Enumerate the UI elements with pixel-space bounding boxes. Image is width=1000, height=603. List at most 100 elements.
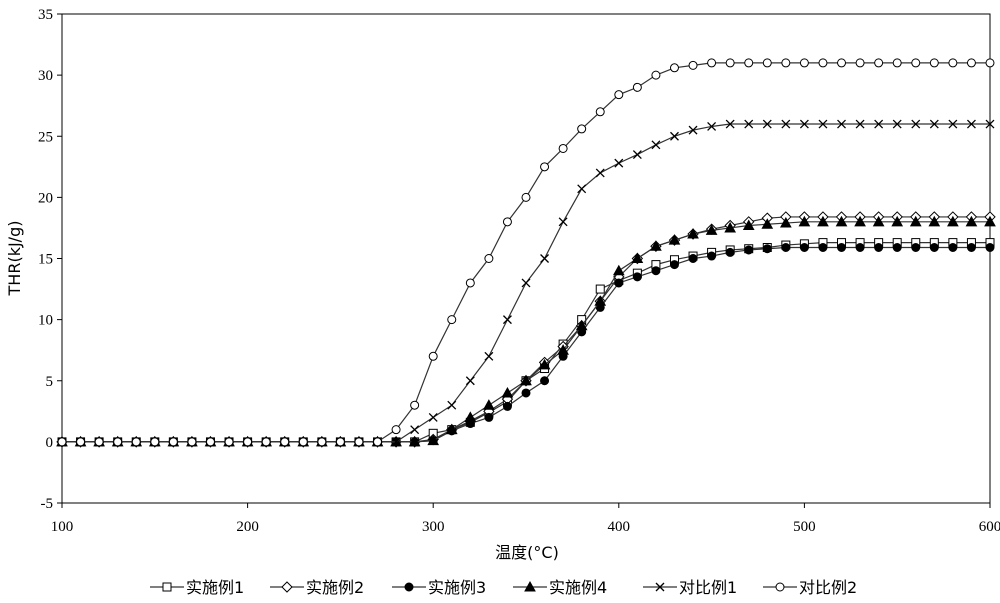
data-point (856, 243, 864, 251)
data-point (949, 243, 957, 251)
y-tick-label: 5 (46, 374, 54, 390)
data-point (614, 266, 624, 275)
y-tick-label: 20 (38, 190, 53, 206)
legend-item-1: 实施例1 (150, 578, 244, 597)
data-point (782, 59, 790, 67)
data-point (819, 59, 827, 67)
data-point (429, 413, 437, 421)
data-point (485, 413, 493, 421)
x-tick-label: 400 (608, 519, 631, 535)
y-tick-label: 25 (38, 129, 53, 145)
data-point (95, 438, 103, 446)
data-point (485, 352, 493, 360)
data-point (838, 59, 846, 67)
data-point (652, 141, 660, 149)
data-point (930, 243, 938, 251)
data-point (763, 59, 771, 67)
data-point (559, 144, 567, 152)
data-point (77, 438, 85, 446)
plot-frame (62, 14, 990, 503)
data-point (776, 583, 784, 591)
data-point (541, 163, 549, 171)
series-3 (58, 243, 994, 445)
data-point (466, 279, 474, 287)
series-line (62, 243, 990, 442)
x-tick-label: 100 (51, 519, 74, 535)
chart-axes: -505101520253035100200300400500600 (38, 7, 1000, 535)
data-point (392, 426, 400, 434)
legend-item-5: 对比例1 (643, 578, 737, 597)
data-point (411, 401, 419, 409)
data-point (652, 71, 660, 79)
data-point (986, 243, 994, 251)
legend-item-6: 对比例2 (763, 578, 857, 597)
data-point (875, 59, 883, 67)
data-point (58, 438, 66, 446)
data-point (782, 243, 790, 251)
series-4 (57, 217, 995, 446)
data-point (485, 255, 493, 263)
y-tick-label: -5 (41, 496, 54, 512)
legend-label: 实施例1 (186, 578, 244, 597)
data-point (132, 438, 140, 446)
legend-label: 实施例2 (306, 578, 364, 597)
data-point (503, 316, 511, 324)
data-point (559, 218, 567, 226)
data-point (967, 59, 975, 67)
data-point (708, 59, 716, 67)
data-point (949, 59, 957, 67)
chart-legend: 实施例1 实施例2 实施例3 实施例4 对比例1 对比例2 (150, 578, 857, 597)
data-point (522, 389, 530, 397)
data-point (522, 193, 530, 201)
y-axis-title: THR(kJ/g) (5, 221, 24, 297)
series-layer (57, 59, 995, 447)
data-point (689, 255, 697, 263)
data-point (615, 91, 623, 99)
data-point (503, 218, 511, 226)
data-point (596, 169, 604, 177)
data-point (745, 246, 753, 254)
legend-item-4: 实施例4 (513, 578, 607, 597)
legend-item-3: 实施例3 (392, 578, 486, 597)
data-point (745, 59, 753, 67)
data-point (615, 159, 623, 167)
data-point (503, 402, 511, 410)
data-point (448, 401, 456, 409)
data-point (484, 400, 494, 409)
data-point (986, 59, 994, 67)
y-tick-label: 0 (46, 435, 54, 451)
data-point (615, 279, 623, 287)
data-point (374, 438, 382, 446)
y-tick-label: 30 (38, 68, 53, 84)
data-point (188, 438, 196, 446)
data-point (633, 273, 641, 281)
data-point (689, 61, 697, 69)
data-point (800, 59, 808, 67)
data-point (967, 243, 975, 251)
legend-label: 实施例4 (549, 578, 607, 597)
data-point (578, 125, 586, 133)
data-point (466, 377, 474, 385)
data-point (151, 438, 159, 446)
data-point (355, 438, 363, 446)
data-point (819, 243, 827, 251)
data-point (633, 151, 641, 159)
data-point (875, 243, 883, 251)
data-point (893, 243, 901, 251)
data-point (522, 279, 530, 287)
data-point (299, 438, 307, 446)
data-point (448, 316, 456, 324)
y-tick-label: 35 (38, 7, 53, 23)
data-point (318, 438, 326, 446)
x-tick-label: 300 (422, 519, 445, 535)
data-point (502, 388, 512, 397)
data-point (169, 438, 177, 446)
data-point (856, 59, 864, 67)
data-point (930, 59, 938, 67)
data-point (541, 377, 549, 385)
legend-label: 实施例3 (428, 578, 486, 597)
series-line (62, 222, 990, 442)
series-line (62, 217, 990, 442)
data-point (541, 255, 549, 263)
